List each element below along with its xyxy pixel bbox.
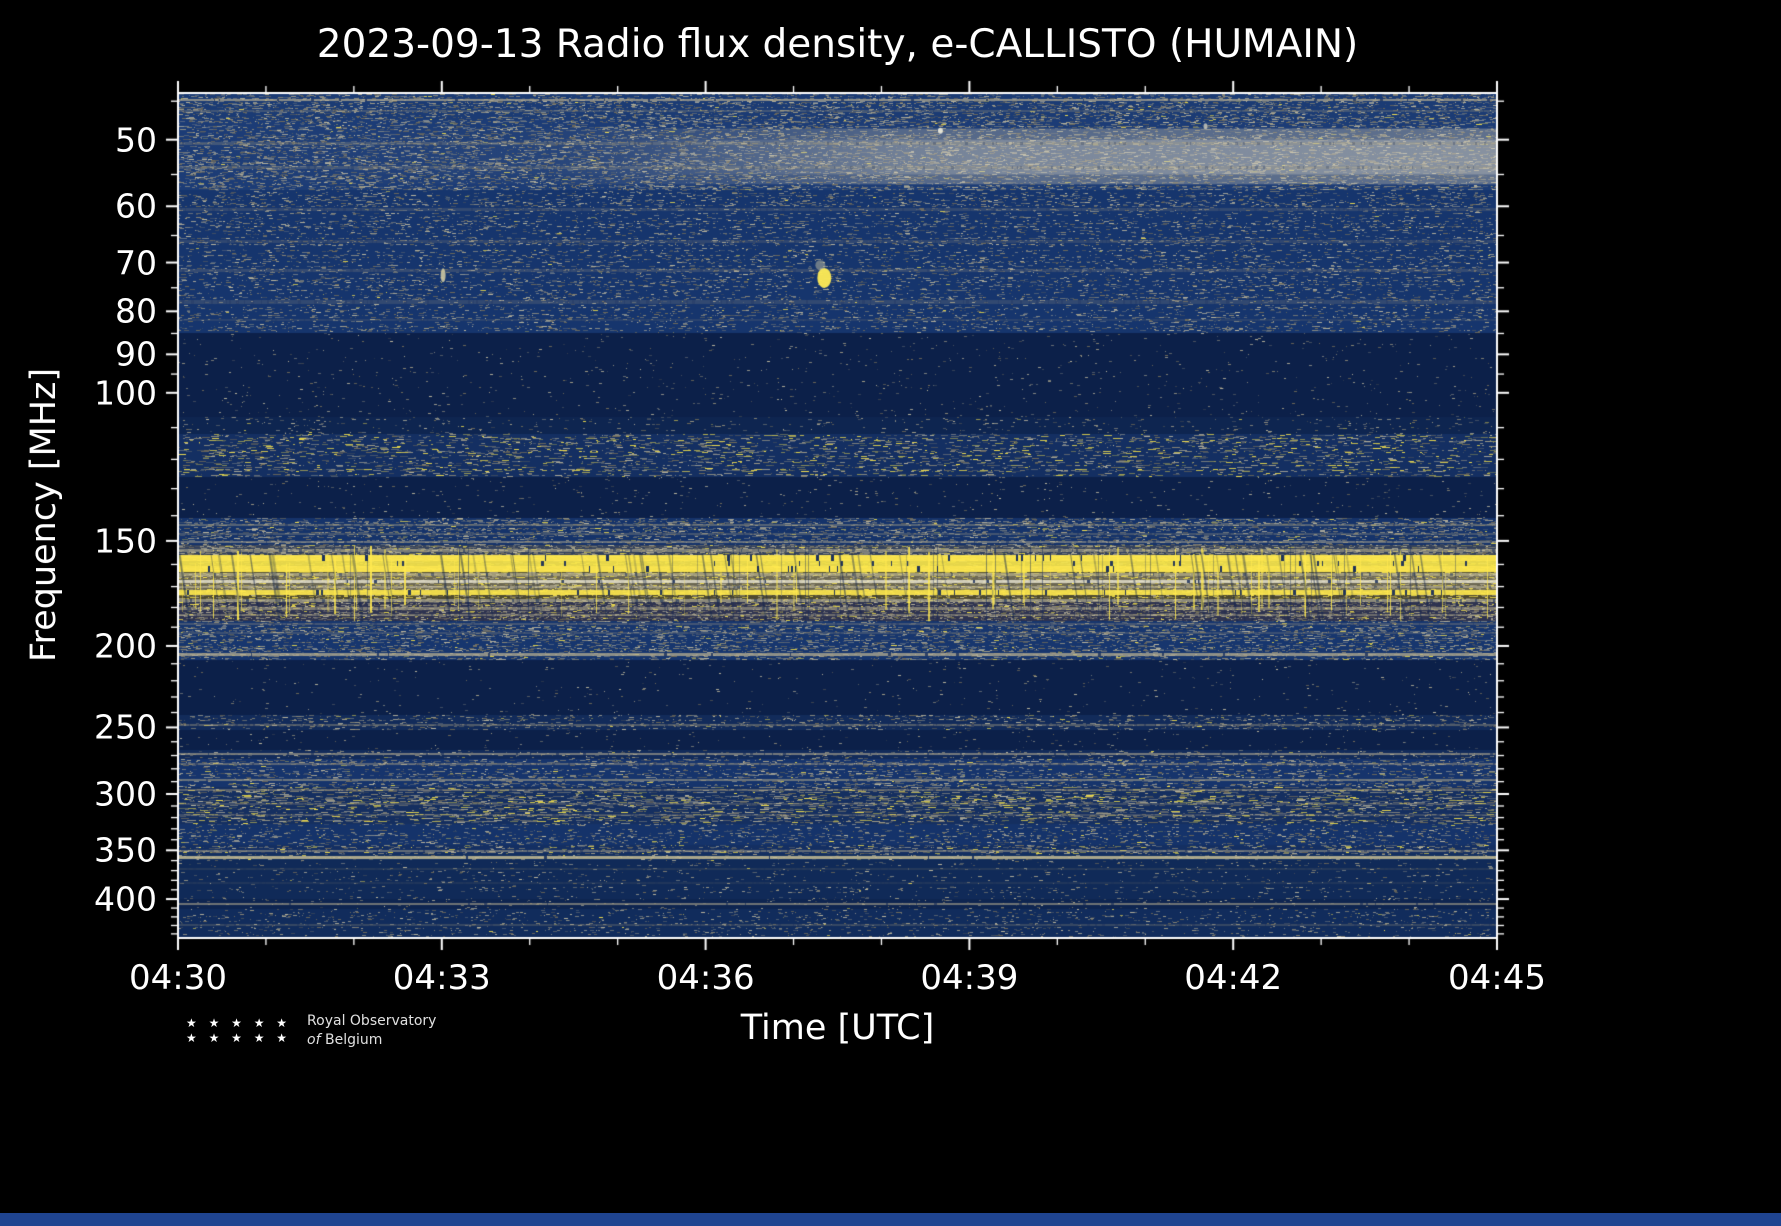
x-tick-label: 04:45 xyxy=(1448,958,1546,998)
y-tick-label: 350 xyxy=(94,830,157,870)
x-tick-label: 04:39 xyxy=(920,958,1019,998)
y-tick-label: 60 xyxy=(115,186,157,226)
x-axis-label: Time [UTC] xyxy=(740,1008,935,1048)
bottom-strip xyxy=(0,1213,1781,1226)
x-tick-label: 04:42 xyxy=(1184,958,1283,998)
logo-line2-of: of xyxy=(307,1032,321,1048)
y-tick-label: 70 xyxy=(115,243,157,283)
logo-stars-icon: ★ ★ ★ ★ ★ ★ ★ ★ ★ ★ xyxy=(186,1017,291,1045)
y-tick-label: 90 xyxy=(115,334,157,374)
x-tick-label: 04:33 xyxy=(392,958,491,998)
logo-line2-belgium: Belgium xyxy=(325,1032,383,1048)
star-icon-row: ★ ★ ★ ★ ★ xyxy=(186,1016,292,1030)
chart-title: 2023-09-13 Radio flux density, e-CALLIST… xyxy=(316,22,1359,67)
y-tick-label: 50 xyxy=(115,120,157,160)
y-tick-label: 300 xyxy=(94,774,157,814)
y-tick-label: 80 xyxy=(115,291,157,331)
logo-line1: Royal Observatory xyxy=(307,1013,437,1029)
y-tick-label: 250 xyxy=(94,707,157,747)
y-tick-label: 150 xyxy=(94,521,157,561)
logo-text: Royal Observatory of Belgium xyxy=(307,1012,436,1050)
x-tick-label: 04:30 xyxy=(129,958,227,998)
y-tick-label: 400 xyxy=(94,879,157,919)
x-tick-label: 04:36 xyxy=(656,958,755,998)
star-icon-row: ★ ★ ★ ★ ★ xyxy=(186,1031,292,1045)
y-tick-label: 200 xyxy=(94,626,157,666)
observatory-logo: ★ ★ ★ ★ ★ ★ ★ ★ ★ ★ Royal Observatory of… xyxy=(186,1012,436,1050)
y-tick-label: 100 xyxy=(94,373,157,413)
logo-line2: of Belgium xyxy=(307,1031,436,1050)
